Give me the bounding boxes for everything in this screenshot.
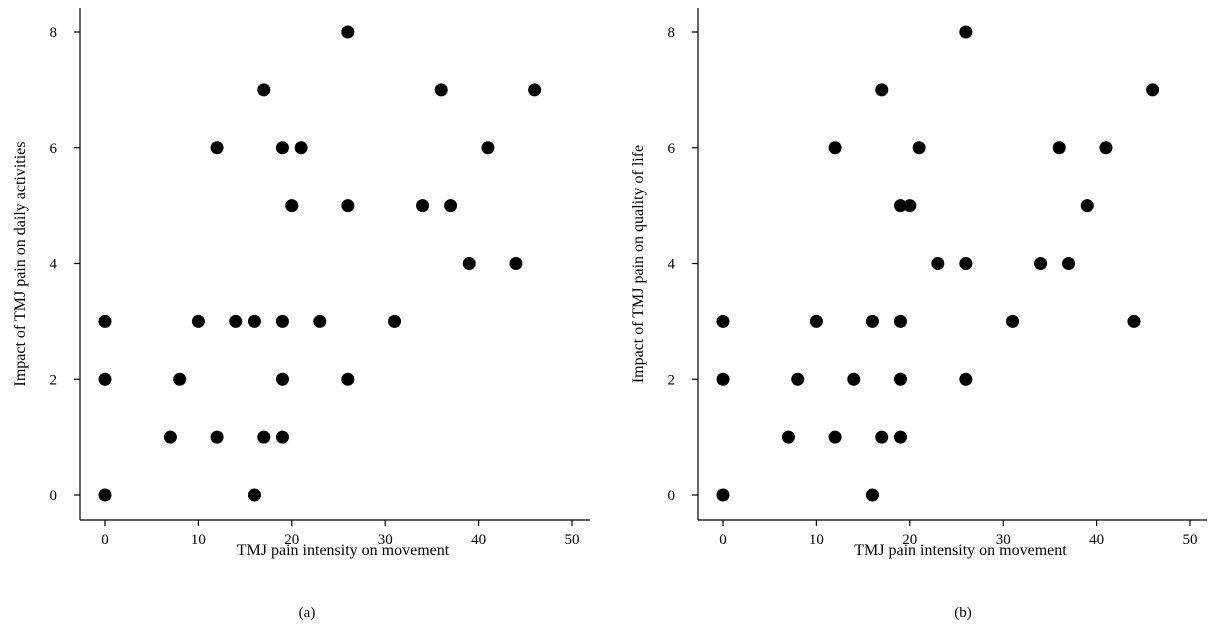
- x-tick-label: 30: [996, 532, 1011, 548]
- data-point: [828, 141, 842, 155]
- data-point: [481, 141, 495, 155]
- data-point: [1127, 314, 1141, 328]
- y-tick-label: 0: [668, 488, 676, 504]
- data-point: [893, 314, 907, 328]
- data-point: [893, 372, 907, 386]
- x-tick-label: 40: [1089, 532, 1104, 548]
- x-tick-label: 0: [719, 532, 727, 548]
- data-point: [912, 141, 926, 155]
- data-point: [959, 257, 973, 270]
- x-tick-label: 20: [902, 532, 917, 548]
- data-point: [257, 430, 271, 444]
- y-tick-label: 8: [50, 25, 58, 41]
- data-point: [341, 372, 355, 386]
- data-point: [462, 257, 476, 270]
- panel-label: (b): [954, 605, 972, 621]
- data-point: [931, 257, 945, 270]
- data-point: [716, 488, 730, 502]
- data-point: [163, 430, 177, 444]
- data-point: [875, 83, 889, 97]
- y-tick-label: 4: [50, 257, 58, 273]
- data-point: [229, 314, 243, 328]
- data-point: [275, 314, 289, 328]
- data-point: [959, 372, 973, 386]
- data-point: [434, 83, 448, 97]
- data-point: [959, 25, 973, 39]
- y-tick-label: 2: [668, 372, 676, 388]
- data-point: [191, 314, 205, 328]
- x-tick-label: 0: [101, 532, 109, 548]
- y-tick-label: 4: [668, 257, 676, 273]
- data-point: [716, 372, 730, 386]
- scatter-panel-a: 0 10 20 30 40 50 0 2 4 6 8 TMJ pain intensity on mo…: [12, 8, 590, 621]
- y-axis-title: Impact of TMJ pain on quality of life: [630, 145, 647, 383]
- data-point: [809, 314, 823, 328]
- data-point: [257, 83, 271, 97]
- x-tick-label: 20: [284, 532, 299, 548]
- data-point: [247, 314, 261, 328]
- x-tick-label: 30: [378, 532, 393, 548]
- x-tick-label: 10: [809, 532, 824, 548]
- x-tick-label: 50: [1183, 532, 1198, 548]
- data-point: [98, 488, 112, 502]
- data-point: [275, 430, 289, 444]
- data-point: [313, 314, 327, 328]
- data-point: [893, 199, 907, 213]
- x-tick-label: 50: [565, 532, 580, 548]
- data-point: [275, 141, 289, 155]
- data-point: [781, 430, 795, 444]
- data-point: [847, 372, 861, 386]
- data-point: [1080, 199, 1094, 213]
- data-point: [865, 488, 879, 502]
- data-point: [388, 314, 402, 328]
- data-point: [341, 25, 355, 39]
- data-point: [247, 488, 261, 502]
- data-point: [98, 314, 112, 328]
- panel-label: (a): [299, 605, 316, 621]
- data-point: [716, 314, 730, 328]
- data-point: [903, 199, 917, 213]
- data-point: [528, 83, 542, 97]
- y-tick-label: 6: [50, 141, 58, 157]
- x-axis-title: TMJ pain intensity on movement: [854, 542, 1067, 559]
- data-point: [1034, 257, 1048, 270]
- data-point: [210, 430, 224, 444]
- data-point: [444, 199, 458, 213]
- scatter-panel-b: 0 10 20 30 40 50 0 2 4 6 8 TMJ pain intensity on mo…: [630, 8, 1207, 621]
- y-tick-label: 0: [50, 488, 58, 504]
- data-point: [173, 372, 187, 386]
- data-point: [865, 314, 879, 328]
- data-point: [275, 372, 289, 386]
- data-point: [210, 141, 224, 155]
- data-point: [509, 257, 523, 270]
- data-point: [1062, 257, 1076, 270]
- x-tick-label: 40: [471, 532, 486, 548]
- data-point: [875, 430, 889, 444]
- data-point: [1006, 314, 1020, 328]
- x-tick-label: 10: [191, 532, 206, 548]
- data-point: [1052, 141, 1066, 155]
- data-point: [98, 372, 112, 386]
- y-axis-title: Impact of TMJ pain on daily activities: [12, 142, 29, 387]
- y-tick-label: 2: [50, 372, 58, 388]
- data-point: [341, 199, 355, 213]
- y-tick-label: 6: [668, 141, 676, 157]
- data-point: [1099, 141, 1113, 155]
- data-point: [1146, 83, 1160, 97]
- y-tick-label: 8: [668, 25, 676, 41]
- data-point: [294, 141, 308, 155]
- data-point: [828, 430, 842, 444]
- data-point: [893, 430, 907, 444]
- data-point: [285, 199, 299, 213]
- data-point: [791, 372, 805, 386]
- x-axis-title: TMJ pain intensity on movement: [237, 542, 450, 559]
- data-point: [416, 199, 430, 213]
